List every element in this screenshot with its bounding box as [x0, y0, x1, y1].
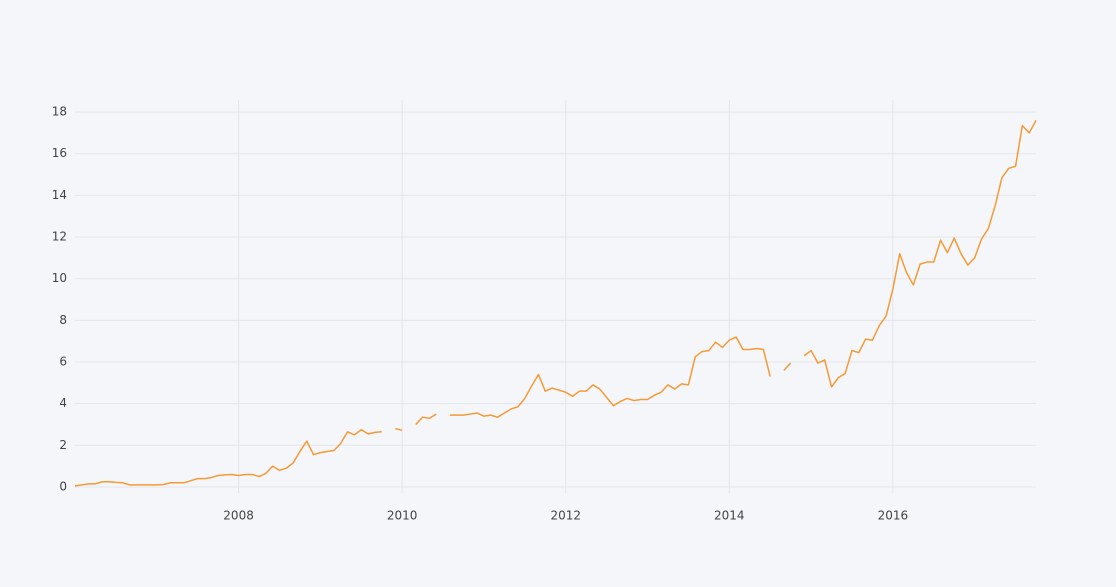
y-tick-label: 10	[52, 271, 67, 285]
x-tick-label: 2010	[387, 509, 418, 523]
y-tick-label: 12	[52, 230, 67, 244]
x-tick-label: 2016	[878, 509, 909, 523]
y-tick-label: 16	[52, 146, 67, 160]
y-tick-label: 4	[59, 396, 67, 410]
y-tick-label: 6	[59, 355, 67, 369]
y-tick-label: 8	[59, 313, 67, 327]
y-tick-label: 0	[59, 479, 67, 493]
x-tick-label: 2012	[550, 509, 581, 523]
line	[74, 120, 1037, 487]
y-tick-label: 2	[59, 438, 67, 452]
x-tick-label: 2008	[223, 509, 254, 523]
x-tick-label: 2014	[714, 509, 745, 523]
y-tick-label: 18	[52, 105, 67, 119]
y-tick-label: 14	[52, 188, 67, 202]
